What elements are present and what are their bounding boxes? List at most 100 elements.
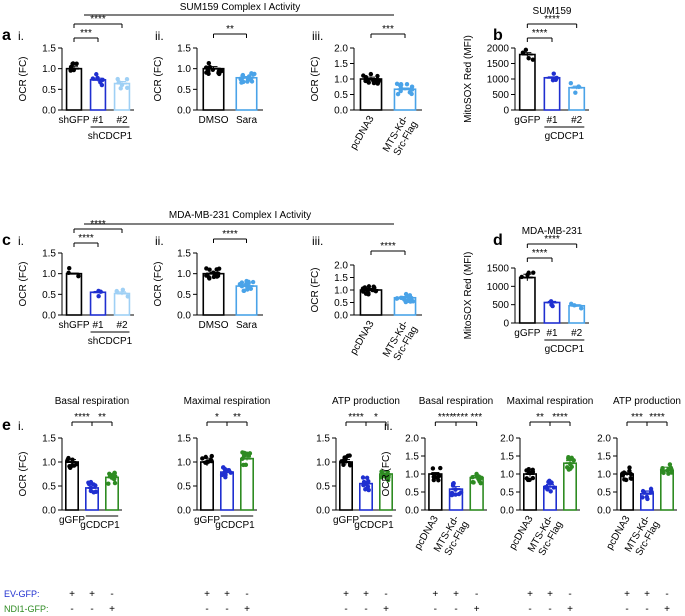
y-tick-label-e1: 0.5 xyxy=(42,482,56,493)
data-point-a1-2 xyxy=(118,86,123,91)
data-point-e1-0 xyxy=(68,465,73,471)
x-tick-label-d: #2 xyxy=(571,328,583,339)
y-tick-label-e5: 0.5 xyxy=(500,488,514,499)
chart-title-e5: Maximal respiration xyxy=(507,396,594,407)
x-tick-label-a1: #1 xyxy=(92,115,104,126)
data-point-a1-0 xyxy=(70,61,76,66)
sig-label-e2: * xyxy=(215,412,219,423)
y-tick-label-c1: 0.0 xyxy=(42,311,56,322)
y-axis-label-e1: OCR (FC) xyxy=(18,452,29,497)
data-point-e3-0 xyxy=(341,462,346,468)
data-point-e1-1 xyxy=(86,480,91,485)
data-point-e5-2 xyxy=(568,466,573,471)
y-tick-label-e1: 0.0 xyxy=(42,506,56,517)
sig-label-e1: **** xyxy=(74,412,90,423)
y-axis-label-a1: OCR (FC) xyxy=(18,57,29,102)
x-tick-label-a2: Sara xyxy=(236,115,258,126)
bar-a1-0 xyxy=(65,67,83,111)
data-point-a1-2 xyxy=(124,77,130,82)
y-tick-label-c1: 0.5 xyxy=(42,290,56,301)
data-point-e1-0 xyxy=(74,462,79,467)
data-point-a1-0 xyxy=(74,61,79,66)
bar-c1-0 xyxy=(65,272,83,316)
chart-title-e2: Maximal respiration xyxy=(184,396,271,407)
data-point-a3-0 xyxy=(366,79,371,84)
data-point-a3-1 xyxy=(404,82,410,87)
sig-label-e4: *** xyxy=(470,412,482,423)
y-tick-label-e6: 2.0 xyxy=(597,434,611,445)
data-point-a3-1 xyxy=(394,81,400,86)
y-tick-label-a3: 0.0 xyxy=(334,106,348,117)
x-tick-label-b: #2 xyxy=(571,115,583,126)
panel-letter-d: d xyxy=(493,232,503,249)
group-label-e1: gCDCP1 xyxy=(80,520,120,531)
data-point-e3-2 xyxy=(385,477,391,483)
y-tick-label-e6: 0.5 xyxy=(597,488,611,499)
data-point-c3-1 xyxy=(405,298,410,304)
chart-c3 xyxy=(350,250,422,316)
ndi-sign-e6: - xyxy=(625,604,628,615)
group-label-b: gCDCP1 xyxy=(545,131,585,142)
data-point-e3-1 xyxy=(364,475,370,480)
sig-label-c3: **** xyxy=(380,241,396,252)
ndi-sign-e1: - xyxy=(70,604,73,615)
data-point-c3-0 xyxy=(366,292,371,297)
bar-e1-0 xyxy=(65,461,80,511)
sub-label-c1: i. xyxy=(18,234,24,248)
x-tick-label-a3: pcDNA3 xyxy=(348,114,376,152)
group-label-c1: shCDCP1 xyxy=(88,336,133,347)
bar-c3-0 xyxy=(359,289,383,316)
data-point-c1-2 xyxy=(125,294,130,299)
x-tick-label-line: pcDNA3 xyxy=(348,114,376,152)
data-point-e4-1 xyxy=(456,491,462,497)
x-tick-label-b: #1 xyxy=(546,115,558,126)
chart-title-e1: Basal respiration xyxy=(55,396,129,407)
y-tick-label-a2: 1.5 xyxy=(177,44,191,55)
y-axis-label-b: MitoSOX Red (MFI) xyxy=(463,35,474,123)
chart-title-b: SUM159 xyxy=(533,6,572,17)
sig-label-e5: ** xyxy=(536,412,544,423)
data-point-b-0 xyxy=(526,56,531,61)
data-point-c1-2 xyxy=(120,287,126,292)
group-label-e3: gCDCP1 xyxy=(354,520,394,531)
chart-e6 xyxy=(613,421,677,511)
panel-letter-c: c xyxy=(2,232,11,249)
ndi-sign-e2: - xyxy=(225,604,228,615)
y-tick-label-a2: 0.0 xyxy=(177,106,191,117)
sub-label-a3: iii. xyxy=(312,29,323,43)
data-point-e4-1 xyxy=(450,481,456,487)
x-tick-label-a3: MTS-Kd-Src-Flag xyxy=(381,114,420,160)
data-point-e2-1 xyxy=(220,465,226,470)
data-point-e5-1 xyxy=(547,479,552,485)
data-point-c1-0 xyxy=(67,265,72,271)
sig-label-e4: **** xyxy=(438,412,454,423)
ev-sign-e4: - xyxy=(475,589,478,600)
ev-sign-e2: + xyxy=(224,589,230,600)
chart-e3 xyxy=(332,421,396,517)
data-point-e3-1 xyxy=(366,487,371,493)
bar-b-0 xyxy=(518,53,536,111)
y-tick-label-e5: 2.0 xyxy=(500,434,514,445)
chart-a2 xyxy=(193,33,263,111)
y-tick-label-e2: 1.0 xyxy=(177,458,191,469)
data-point-e4-0 xyxy=(431,475,437,480)
ev-sign-e5: + xyxy=(527,589,533,600)
sig-label-e2: ** xyxy=(233,412,241,423)
y-tick-label-c3: 2.0 xyxy=(334,261,348,272)
bar-c2-0 xyxy=(202,272,225,316)
data-point-c2-0 xyxy=(207,276,212,281)
data-point-e6-0 xyxy=(623,477,629,483)
data-point-a1-1 xyxy=(99,82,105,88)
data-point-c3-1 xyxy=(403,291,409,297)
group-label-a1: shCDCP1 xyxy=(88,131,133,142)
group-label-d: gCDCP1 xyxy=(545,344,585,355)
y-tick-label-a3: 1.5 xyxy=(334,59,348,70)
y-tick-label-c2: 1.5 xyxy=(177,249,191,260)
data-point-e2-0 xyxy=(209,453,214,459)
data-point-e6-0 xyxy=(627,465,632,470)
data-point-e4-2 xyxy=(470,479,476,485)
data-point-a2-1 xyxy=(250,72,256,77)
sig-label-e3: **** xyxy=(348,412,364,423)
